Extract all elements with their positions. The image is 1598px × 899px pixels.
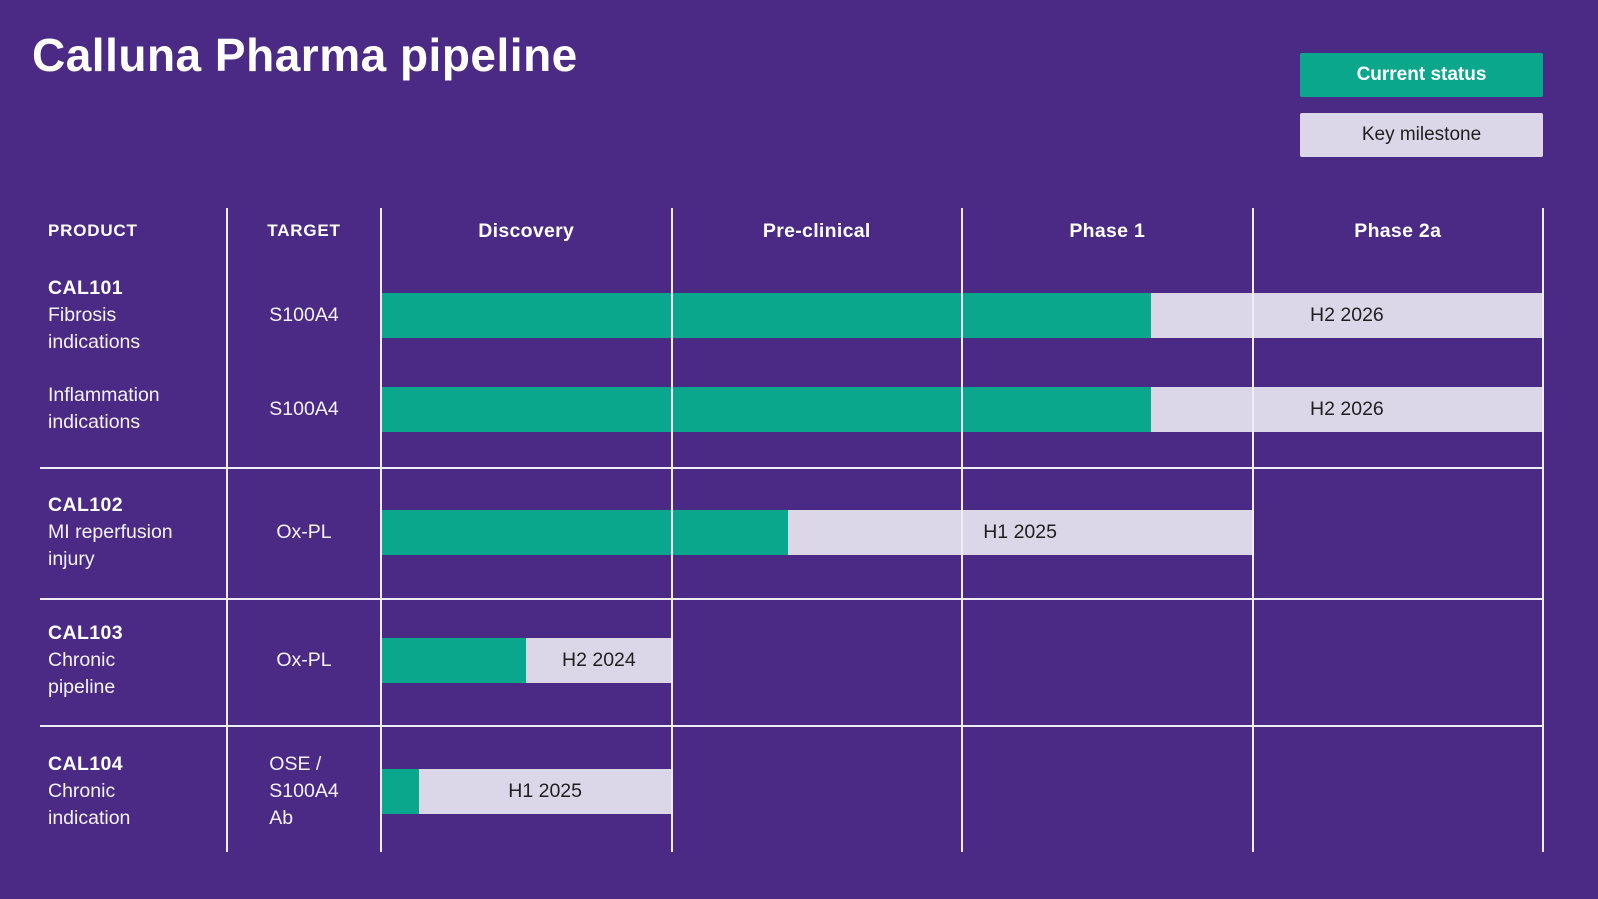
target-name: OSE / S100A4 Ab [269, 753, 339, 829]
current-status-bar [381, 386, 1151, 432]
target-name: S100A4 [269, 304, 339, 326]
current-status-bar [381, 509, 788, 555]
target-name: S100A4 [269, 397, 339, 420]
pipeline-bar: H2 2026 [381, 386, 1543, 432]
group-separator [40, 725, 1543, 727]
product-name: CAL102 MI reperfusion injury [48, 493, 173, 570]
grid-line-vertical [961, 208, 963, 852]
phase-header-discovery: Discovery [478, 219, 575, 242]
grid-line-vertical [1251, 208, 1254, 852]
group-separator [40, 467, 1543, 469]
milestone-bar: H1 2025 [787, 509, 1253, 555]
grid-line-vertical [1542, 208, 1544, 852]
product-name: CAL103 Chronic pipeline [48, 621, 124, 698]
milestone-bar: H2 2026 [1150, 386, 1543, 432]
milestone-label: H2 2026 [1310, 397, 1384, 420]
product-name: Inflammation indications [48, 384, 160, 433]
milestone-bar: H2 2026 [1150, 293, 1543, 338]
product-name: CAL104 Chronic indication [48, 753, 131, 829]
legend: Current status Key milestone [1300, 53, 1543, 157]
phase-header-pre-clinical: Pre-clinical [762, 219, 871, 242]
current-status-bar [381, 769, 419, 814]
current-status-bar [381, 293, 1151, 338]
grid-line-vertical [670, 208, 673, 852]
page-title: Calluna Pharma pipeline [32, 29, 578, 81]
column-header-target: TARGET [267, 221, 341, 240]
pipeline-bar: H2 2026 [381, 293, 1543, 338]
grid-line-vertical [226, 208, 228, 852]
target-name: Ox-PL [276, 520, 332, 543]
legend-current-status: Current status [1300, 53, 1543, 97]
milestone-bar: H1 2025 [418, 769, 672, 814]
pipeline-bar: H1 2025 [381, 769, 672, 814]
phase-header-phase-1: Phase 1 [1069, 219, 1146, 242]
target-name: Ox-PL [276, 648, 332, 671]
pipeline-bar: H1 2025 [381, 509, 1253, 555]
product-name: CAL101 Fibrosis indications [48, 277, 141, 353]
grid-line-vertical [380, 208, 382, 852]
milestone-label: H2 2026 [1310, 304, 1384, 326]
phase-header-phase-2a: Phase 2a [1354, 219, 1442, 242]
current-status-bar [381, 637, 527, 683]
milestone-bar: H2 2024 [526, 637, 672, 683]
milestone-label: H2 2024 [562, 648, 636, 671]
milestone-label: H1 2025 [983, 520, 1057, 543]
legend-key-milestone: Key milestone [1300, 113, 1543, 157]
pipeline-bar: H2 2024 [381, 637, 672, 683]
milestone-label: H1 2025 [508, 780, 582, 802]
column-header-product: PRODUCT [48, 221, 138, 240]
group-separator [40, 598, 1543, 600]
